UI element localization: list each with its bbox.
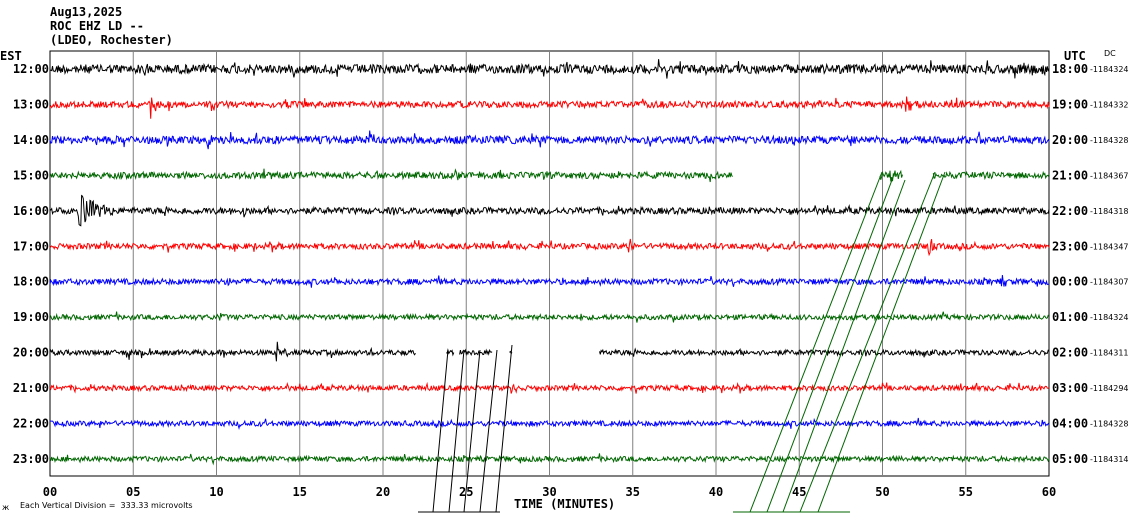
calibration-pulse-line [782, 179, 906, 513]
dc-offset-label: -1184294 [1090, 384, 1129, 393]
dc-offset-label: -1184311 [1090, 349, 1129, 358]
seismic-trace [49, 381, 1050, 394]
est-hour-label: 14:00 [13, 133, 49, 147]
x-tick-label: 45 [792, 485, 806, 499]
x-tick-label: 35 [626, 485, 640, 499]
dc-label: DC [1104, 49, 1116, 58]
calibration-pulse-line [448, 349, 465, 513]
dc-offset-label: -1184328 [1090, 136, 1129, 145]
seismic-trace [49, 59, 1050, 79]
x-tick-label: 00 [43, 485, 57, 499]
calibration-pulse-line [463, 349, 481, 513]
seismic-trace [49, 168, 1050, 183]
utc-hour-label: 20:00 [1052, 133, 1088, 147]
x-tick-label: 55 [959, 485, 973, 499]
dc-offset-label: -1184367 [1090, 171, 1129, 180]
seismic-trace [49, 417, 1050, 430]
seismic-trace [49, 130, 1050, 150]
utc-hour-label: 22:00 [1052, 204, 1088, 218]
utc-hour-label: 18:00 [1052, 62, 1088, 76]
utc-hour-label: 03:00 [1052, 381, 1088, 395]
utc-hour-label: 04:00 [1052, 417, 1088, 431]
x-axis-title: TIME (MINUTES) [514, 497, 616, 511]
est-hour-label: 12:00 [13, 62, 49, 76]
est-hour-label: 22:00 [13, 417, 49, 431]
corner-mark: ж [2, 503, 10, 512]
dc-offset-label: -1184314 [1090, 455, 1129, 464]
est-hour-label: 17:00 [13, 239, 49, 253]
dc-offset-label: -1184318 [1090, 207, 1129, 216]
x-tick-label: 60 [1042, 485, 1056, 499]
calibration-pulse-line [817, 171, 946, 513]
dc-offset-label: -1184332 [1090, 100, 1129, 109]
calibration-pulse-line [799, 171, 936, 513]
dc-offset-label: -1184347 [1090, 242, 1129, 251]
calibration-pulse-line [432, 349, 449, 513]
x-tick-label: 50 [875, 485, 889, 499]
est-hour-label: 16:00 [13, 204, 49, 218]
x-tick-label: 20 [376, 485, 390, 499]
utc-hour-label: 19:00 [1052, 97, 1088, 111]
calibration-pulse-line [495, 344, 513, 513]
seismic-trace [49, 311, 1049, 323]
est-hour-label: 18:00 [13, 275, 49, 289]
utc-hour-label: 02:00 [1052, 346, 1088, 360]
utc-hour-label: 00:00 [1052, 275, 1088, 289]
left-timezone: EST [0, 49, 22, 63]
utc-hour-label: 21:00 [1052, 168, 1088, 182]
seismic-trace [49, 238, 1050, 257]
scale-note: Each Vertical Division = 333.33 microvol… [20, 501, 193, 510]
x-tick-label: 05 [126, 485, 140, 499]
right-timezone: UTC [1064, 49, 1086, 63]
est-hour-label: 21:00 [13, 381, 49, 395]
dc-offset-label: -1184307 [1090, 278, 1129, 287]
utc-hour-label: 05:00 [1052, 452, 1088, 466]
x-tick-label: 15 [293, 485, 307, 499]
x-tick-label: 40 [709, 485, 723, 499]
station-code: ROC EHZ LD -- [50, 19, 144, 33]
est-hour-label: 15:00 [13, 168, 49, 182]
network-name: (LDEO, Rochester) [50, 33, 173, 47]
dc-offset-label: -1184324 [1090, 65, 1129, 74]
est-hour-label: 19:00 [13, 310, 49, 324]
est-hour-label: 20:00 [13, 346, 49, 360]
seismic-trace [49, 96, 1050, 119]
calibration-pulse-line [479, 349, 498, 513]
seismic-trace [49, 194, 1050, 227]
dc-offset-label: -1184328 [1090, 420, 1129, 429]
utc-hour-label: 23:00 [1052, 239, 1088, 253]
utc-hour-label: 01:00 [1052, 310, 1088, 324]
seismic-trace [49, 341, 1050, 362]
calibration-pulse-line [749, 171, 883, 513]
x-tick-label: 30 [542, 485, 556, 499]
plot-date: Aug13,2025 [50, 5, 123, 19]
seismic-trace [49, 274, 1050, 288]
calibration-pulse-line [766, 171, 896, 513]
est-hour-label: 13:00 [13, 97, 49, 111]
est-hour-label: 23:00 [13, 452, 49, 466]
seismic-trace [49, 453, 1050, 466]
x-tick-label: 10 [209, 485, 223, 499]
dc-offset-label: -1184324 [1090, 313, 1129, 322]
